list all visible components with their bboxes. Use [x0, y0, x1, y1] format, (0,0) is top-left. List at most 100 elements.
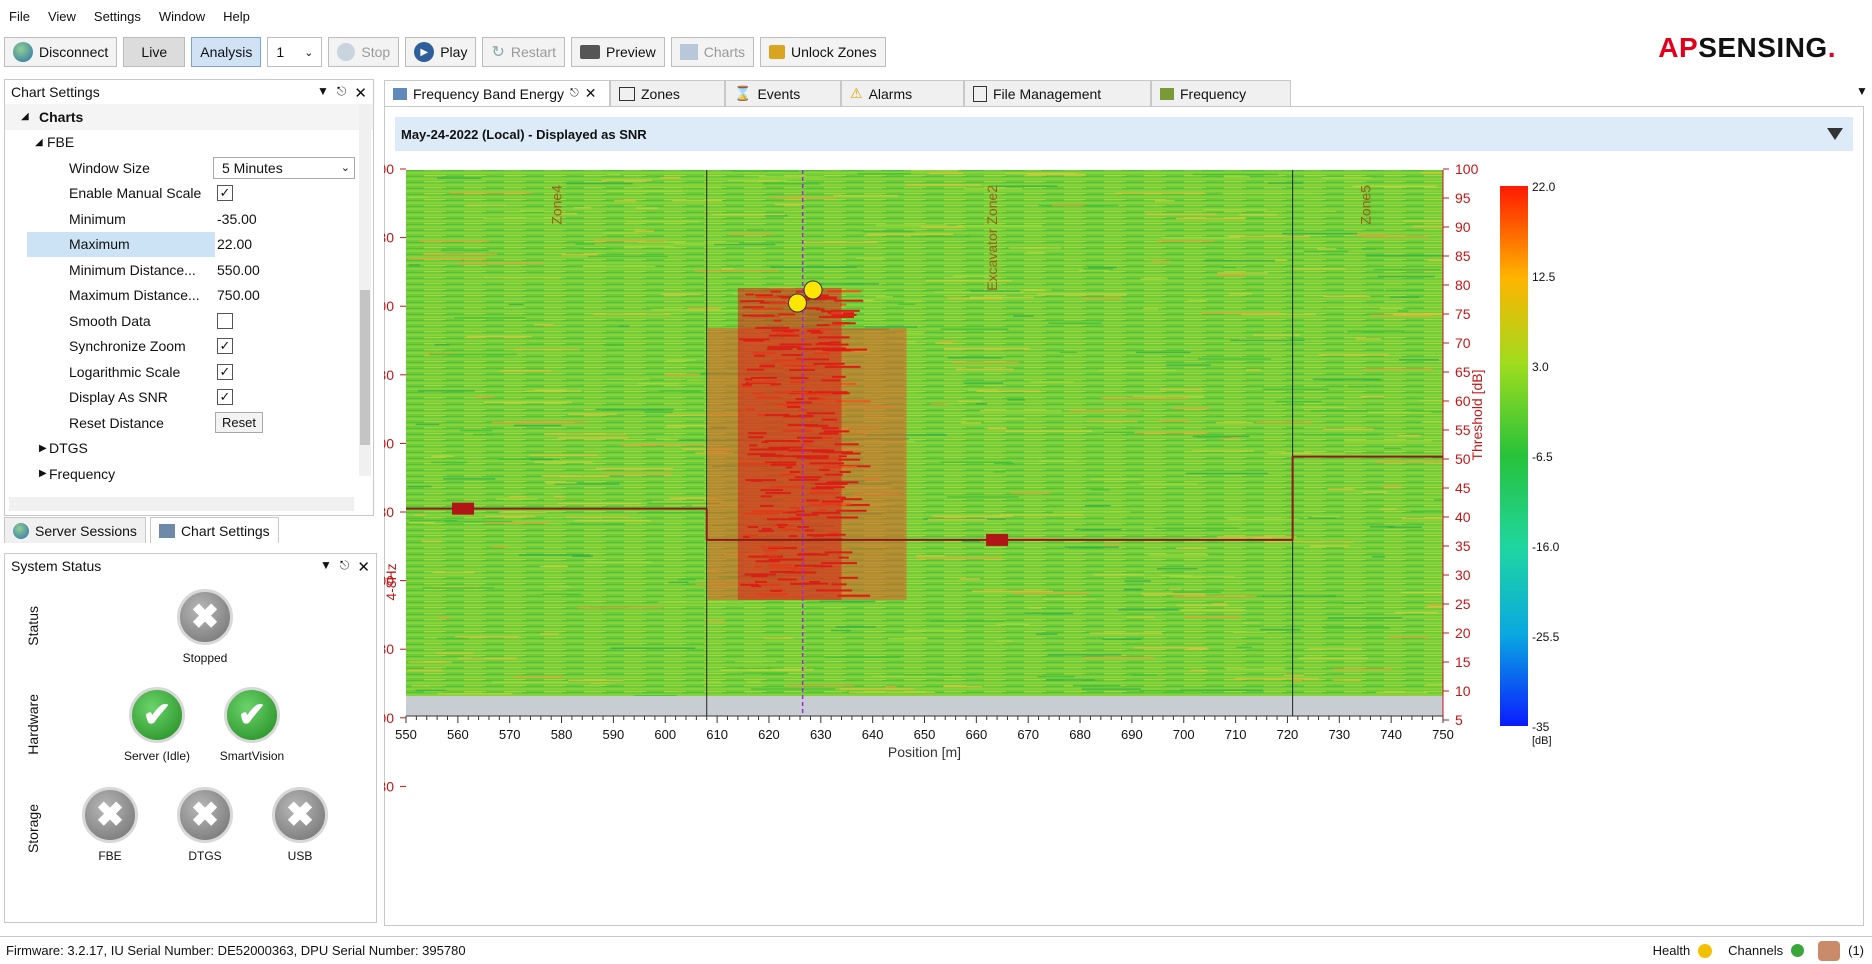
hotspot-streak [841, 452, 861, 455]
zone-label: Zone4 [549, 185, 565, 225]
setting-checkbox[interactable]: ✓ [217, 338, 233, 355]
channel-select[interactable]: 1 ⌄ [267, 37, 323, 67]
tab-zones[interactable]: Zones [610, 80, 725, 106]
setting-value[interactable]: 750.00 [217, 287, 260, 304]
setting-checkbox[interactable]: ✓ [217, 389, 233, 406]
group-fbe[interactable]: ◢ FBE [35, 134, 75, 151]
heat-streak [1229, 292, 1252, 295]
heat-streak [1180, 609, 1246, 611]
heat-streak [575, 243, 595, 245]
live-button[interactable]: Live [123, 37, 186, 67]
heat-streak [746, 229, 765, 231]
group-frequency[interactable]: ▶ Frequency [39, 465, 116, 482]
menu-file[interactable]: File [9, 8, 30, 24]
menu-help[interactable]: Help [223, 8, 250, 24]
heat-streak [1219, 437, 1240, 439]
setting-checkbox[interactable] [217, 312, 233, 329]
setting-row[interactable]: Minimum Distance... 550.00 [5, 257, 373, 283]
setting-row[interactable]: Enable Manual Scale ✓ [5, 181, 373, 207]
tab-frequency-band-energy[interactable]: Frequency Band Energy ⎋ ✕ [384, 80, 610, 106]
charts-button[interactable]: Charts [670, 37, 755, 67]
setting-row[interactable]: Reset Distance Reset [5, 410, 373, 436]
heat-streak [509, 495, 527, 498]
heat-streak [593, 239, 667, 242]
filter-icon[interactable] [1827, 128, 1843, 140]
tab-frequency[interactable]: Frequency [1151, 80, 1291, 106]
analysis-button[interactable]: Analysis [191, 37, 262, 67]
tab-events[interactable]: ⌛ Events [725, 80, 841, 106]
heat-streak [956, 225, 1042, 227]
heat-streak [661, 293, 702, 295]
heat-streak [770, 196, 809, 199]
tab-file-management[interactable]: File Management [964, 80, 1151, 106]
setting-row[interactable]: Smooth Data [5, 308, 373, 334]
time-tick-label: 12:38:30 [384, 778, 394, 794]
window-size-select[interactable]: 5 Minutes ⌄ [213, 156, 355, 179]
dropdown-icon[interactable]: ▼ [317, 84, 329, 98]
menu-settings[interactable]: Settings [93, 8, 141, 24]
heat-streak [1307, 648, 1362, 650]
group-dtgs[interactable]: ▶ DTGS [39, 440, 88, 457]
tabs-overflow-icon[interactable]: ▼ [1856, 84, 1868, 98]
unlock-zones-button[interactable]: Unlock Zones [760, 37, 886, 67]
pin-icon[interactable]: ⎋ [336, 84, 347, 98]
health-label: Health [1652, 943, 1691, 958]
heat-streak [555, 212, 577, 215]
heat-streak [540, 633, 559, 635]
vertical-scrollbar[interactable] [359, 104, 371, 476]
disconnect-button[interactable]: Disconnect [4, 37, 118, 67]
menu-view[interactable]: View [47, 8, 76, 24]
stop-button[interactable]: Stop [328, 37, 400, 67]
setting-checkbox[interactable]: ✓ [217, 185, 233, 202]
setting-row[interactable]: Synchronize Zoom ✓ [5, 334, 373, 360]
close-icon[interactable]: ✕ [584, 85, 597, 101]
setting-checkbox[interactable]: ✓ [217, 363, 233, 380]
setting-row[interactable]: Window Size 5 Minutes ⌄ [5, 155, 373, 181]
scrollbar-thumb[interactable] [360, 290, 370, 445]
setting-row[interactable]: Display As SNR ✓ [5, 385, 373, 411]
menu-window[interactable]: Window [158, 8, 206, 24]
heat-streak [916, 557, 1003, 559]
heat-streak [634, 230, 654, 232]
setting-value[interactable]: 22.00 [217, 236, 253, 253]
pin-icon[interactable]: ⎋ [339, 558, 350, 572]
heat-streak [603, 232, 639, 234]
restart-button[interactable]: ↻ Restart [482, 37, 565, 67]
heat-streak [457, 262, 544, 265]
heat-streak [1102, 638, 1142, 641]
alarm-marker[interactable] [452, 502, 475, 515]
tab-chart-settings[interactable]: Chart Settings [149, 517, 279, 543]
reset-distance-button[interactable]: Reset [215, 412, 263, 434]
heat-streak [1172, 407, 1210, 409]
setting-value[interactable]: 550.00 [217, 261, 260, 278]
setting-row[interactable]: Maximum 22.00 [5, 231, 373, 258]
tab-server-sessions[interactable]: Server Sessions [4, 517, 146, 543]
play-button[interactable]: ▶ Play [405, 37, 477, 67]
setting-row[interactable]: Logarithmic Scale ✓ [5, 359, 373, 385]
heat-streak [987, 427, 1007, 430]
setting-row[interactable]: Minimum -35.00 [5, 206, 373, 232]
event-marker[interactable] [787, 293, 807, 313]
alarm-marker[interactable] [986, 533, 1009, 546]
heat-streak [1197, 358, 1272, 360]
setting-row[interactable]: Maximum Distance... 750.00 [5, 283, 373, 309]
dropdown-icon[interactable]: ▼ [320, 558, 332, 572]
tab-alarms[interactable]: ⚠ Alarms [841, 80, 964, 106]
horizontal-scrollbar[interactable] [9, 497, 354, 511]
setting-value[interactable]: -35.00 [217, 210, 257, 227]
fbe-heatmap-chart[interactable]: 550 560 570 580 590 600 610 620 630 640 650 660 670 6… [384, 160, 1864, 930]
hotspot-streak [824, 365, 861, 368]
hotspot-streak [831, 309, 860, 312]
heat-streak [975, 403, 988, 405]
section-charts[interactable]: ◢ Charts [5, 104, 373, 130]
heat-streak [1093, 573, 1144, 576]
event-marker[interactable] [803, 280, 823, 300]
pin-icon[interactable]: ⎋ [569, 87, 579, 99]
heat-streak [763, 637, 794, 639]
preview-button[interactable]: Preview [570, 37, 665, 67]
threshold-tick-label: 85 [1455, 248, 1471, 264]
close-icon[interactable]: ✕ [354, 85, 367, 102]
heat-streak [1199, 537, 1248, 540]
close-icon[interactable]: ✕ [357, 559, 370, 576]
users-icon[interactable] [1818, 940, 1841, 961]
